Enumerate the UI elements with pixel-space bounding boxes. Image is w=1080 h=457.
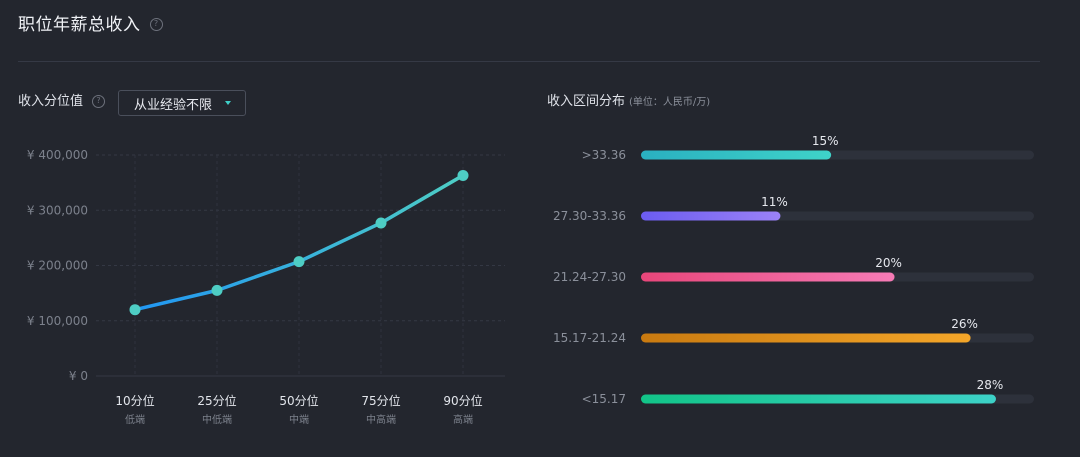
help-icon[interactable]: ? xyxy=(149,17,163,31)
bar-category-label: <15.17 xyxy=(582,392,626,406)
bar-category-label: 15.17-21.24 xyxy=(553,331,626,345)
x-tick-sublabel: 高端 xyxy=(453,413,473,426)
y-tick-label: ¥ 300,000 xyxy=(27,203,88,217)
title-row: 职位年薪总收入 ? xyxy=(18,10,163,35)
bar[interactable] xyxy=(641,333,971,343)
y-tick-label: ¥ 200,000 xyxy=(27,259,88,273)
x-tick-label: 50分位 xyxy=(279,393,318,408)
bar-value-label: 11% xyxy=(761,195,788,209)
percentile-line-chart: ¥ 0 ¥ 100,000 ¥ 200,000 ¥ 300,000 ¥ 400,000 1… xyxy=(27,148,505,426)
divider xyxy=(18,61,1040,62)
data-point[interactable] xyxy=(457,169,469,181)
bar[interactable] xyxy=(641,272,895,282)
y-tick-label: ¥ 400,000 xyxy=(27,148,88,162)
experience-dropdown[interactable]: 从业经验不限 xyxy=(118,90,246,116)
data-point[interactable] xyxy=(293,256,305,268)
distribution-bar-chart: >33.36 15% 27.30-33.36 11% 21.24-27.30 20% 15.… xyxy=(553,134,1034,406)
bar-category-label: 21.24-27.30 xyxy=(553,270,626,284)
percentile-help-icon[interactable]: ? xyxy=(92,94,106,108)
page-title: 职位年薪总收入 xyxy=(18,15,141,35)
bar-category-label: 27.30-33.36 xyxy=(553,209,626,223)
x-tick-label: 25分位 xyxy=(197,393,236,408)
x-tick-sublabel: 中端 xyxy=(289,413,309,426)
y-tick-label: ¥ 100,000 xyxy=(27,314,88,328)
percentile-header: 收入分位值 ? xyxy=(18,90,106,109)
bar[interactable] xyxy=(641,394,996,404)
x-tick-label: 75分位 xyxy=(361,393,400,408)
bar-value-label: 28% xyxy=(977,378,1004,392)
data-point[interactable] xyxy=(129,304,141,316)
bar-category-label: >33.36 xyxy=(582,148,626,162)
x-tick-sublabel: 低端 xyxy=(125,413,145,426)
y-tick-label: ¥ 0 xyxy=(69,369,88,383)
x-tick-sublabel: 中低端 xyxy=(202,413,232,426)
x-tick-label: 90分位 xyxy=(443,393,482,408)
bar-value-label: 20% xyxy=(875,256,902,270)
distribution-unit: (单位：人民币/万) xyxy=(629,97,711,108)
x-tick-label: 10分位 xyxy=(115,393,154,408)
bar[interactable] xyxy=(641,211,781,221)
bar-value-label: 15% xyxy=(812,134,839,148)
data-point[interactable] xyxy=(375,217,387,229)
bar-value-label: 26% xyxy=(951,317,978,331)
bar[interactable] xyxy=(641,150,832,160)
data-point[interactable] xyxy=(211,284,223,296)
caret-down-icon xyxy=(225,101,231,105)
percentile-label: 收入分位值 xyxy=(18,94,84,109)
distribution-header: 收入区间分布 (单位：人民币/万) xyxy=(547,90,710,109)
x-tick-sublabel: 中高端 xyxy=(366,413,396,426)
distribution-label: 收入区间分布 xyxy=(547,94,626,109)
experience-dropdown-value: 从业经验不限 xyxy=(134,97,213,113)
